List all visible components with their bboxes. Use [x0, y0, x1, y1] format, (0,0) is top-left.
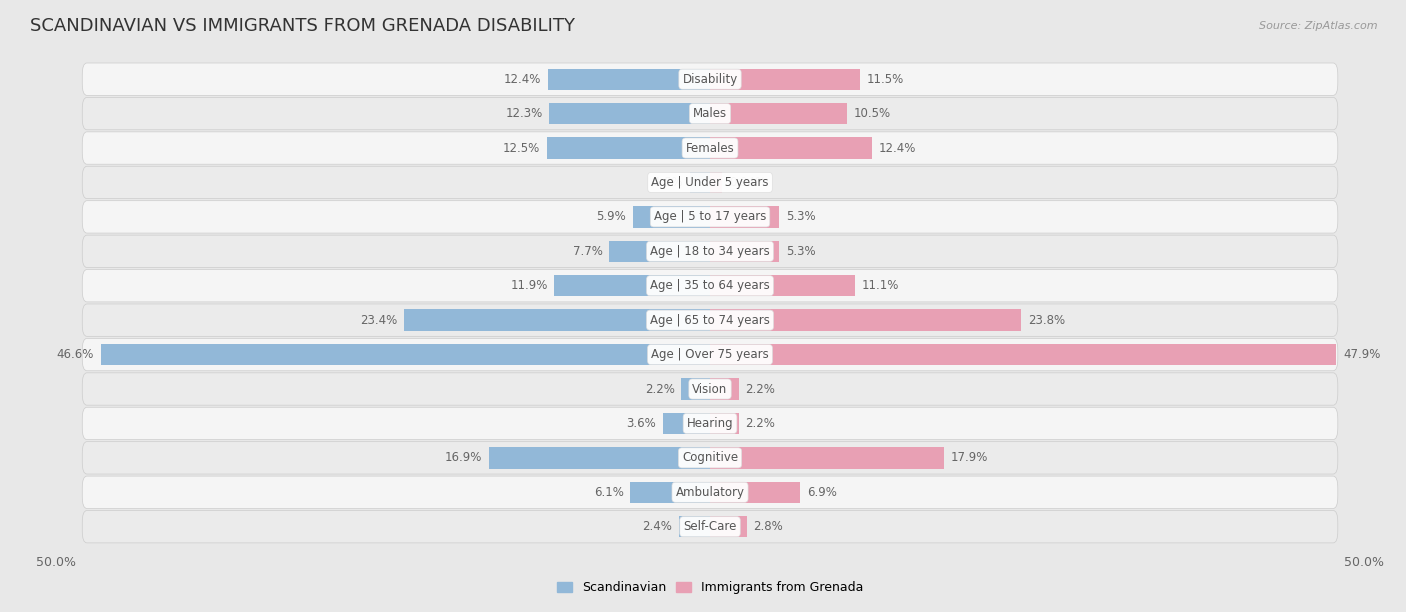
Text: 5.3%: 5.3%	[786, 245, 815, 258]
Text: Self-Care: Self-Care	[683, 520, 737, 533]
Text: Age | 18 to 34 years: Age | 18 to 34 years	[650, 245, 770, 258]
Text: Age | Over 75 years: Age | Over 75 years	[651, 348, 769, 361]
Text: 12.4%: 12.4%	[503, 73, 541, 86]
Bar	[710, 275, 855, 296]
FancyBboxPatch shape	[83, 235, 1337, 267]
Text: Source: ZipAtlas.com: Source: ZipAtlas.com	[1260, 21, 1378, 31]
Bar	[710, 241, 779, 262]
Bar	[710, 206, 779, 228]
Bar	[710, 378, 738, 400]
Text: 7.7%: 7.7%	[572, 245, 603, 258]
Bar	[679, 516, 710, 537]
Text: Disability: Disability	[682, 73, 738, 86]
Text: 2.2%: 2.2%	[745, 382, 775, 395]
Text: Hearing: Hearing	[686, 417, 734, 430]
FancyBboxPatch shape	[83, 510, 1337, 543]
FancyBboxPatch shape	[83, 304, 1337, 337]
Text: 11.1%: 11.1%	[862, 279, 898, 292]
Bar	[710, 412, 738, 434]
Text: Ambulatory: Ambulatory	[675, 486, 745, 499]
FancyBboxPatch shape	[83, 407, 1337, 439]
Bar	[554, 275, 710, 296]
Bar	[547, 137, 710, 159]
Text: Cognitive: Cognitive	[682, 452, 738, 465]
Bar	[489, 447, 710, 469]
FancyBboxPatch shape	[83, 132, 1337, 164]
Text: 2.8%: 2.8%	[754, 520, 783, 533]
FancyBboxPatch shape	[83, 338, 1337, 371]
FancyBboxPatch shape	[83, 442, 1337, 474]
Text: 10.5%: 10.5%	[853, 107, 891, 120]
Bar	[710, 447, 943, 469]
Text: 12.3%: 12.3%	[505, 107, 543, 120]
Text: 6.1%: 6.1%	[593, 486, 624, 499]
Text: 47.9%: 47.9%	[1343, 348, 1381, 361]
Text: Females: Females	[686, 141, 734, 154]
Text: 12.4%: 12.4%	[879, 141, 917, 154]
FancyBboxPatch shape	[83, 166, 1337, 199]
Text: 2.2%: 2.2%	[745, 417, 775, 430]
Bar	[710, 310, 1021, 331]
Bar	[664, 412, 710, 434]
Text: 16.9%: 16.9%	[446, 452, 482, 465]
FancyBboxPatch shape	[83, 63, 1337, 95]
Text: 46.6%: 46.6%	[56, 348, 94, 361]
Bar	[710, 137, 872, 159]
Text: 5.3%: 5.3%	[786, 211, 815, 223]
Text: Age | 65 to 74 years: Age | 65 to 74 years	[650, 314, 770, 327]
FancyBboxPatch shape	[83, 476, 1337, 509]
Text: 2.4%: 2.4%	[643, 520, 672, 533]
Bar	[710, 482, 800, 503]
Text: 11.5%: 11.5%	[868, 73, 904, 86]
Text: Age | 5 to 17 years: Age | 5 to 17 years	[654, 211, 766, 223]
Text: 0.94%: 0.94%	[728, 176, 766, 189]
Text: 2.2%: 2.2%	[645, 382, 675, 395]
Bar	[630, 482, 710, 503]
Bar	[710, 172, 723, 193]
Text: 23.8%: 23.8%	[1028, 314, 1064, 327]
Text: 23.4%: 23.4%	[360, 314, 398, 327]
Bar	[548, 69, 710, 90]
Bar	[404, 310, 710, 331]
Bar	[710, 69, 860, 90]
Text: 12.5%: 12.5%	[503, 141, 540, 154]
Text: 17.9%: 17.9%	[950, 452, 988, 465]
Bar	[682, 378, 710, 400]
Bar	[690, 172, 710, 193]
Text: Age | 35 to 64 years: Age | 35 to 64 years	[650, 279, 770, 292]
Text: Males: Males	[693, 107, 727, 120]
Text: Vision: Vision	[692, 382, 728, 395]
Bar	[550, 103, 710, 124]
Text: 11.9%: 11.9%	[510, 279, 548, 292]
FancyBboxPatch shape	[83, 269, 1337, 302]
FancyBboxPatch shape	[83, 373, 1337, 405]
Bar	[710, 103, 848, 124]
Legend: Scandinavian, Immigrants from Grenada: Scandinavian, Immigrants from Grenada	[551, 576, 869, 599]
Bar	[710, 516, 747, 537]
Bar	[710, 344, 1336, 365]
Bar	[609, 241, 710, 262]
Text: 1.5%: 1.5%	[654, 176, 683, 189]
Text: Age | Under 5 years: Age | Under 5 years	[651, 176, 769, 189]
Text: 6.9%: 6.9%	[807, 486, 837, 499]
Text: 3.6%: 3.6%	[627, 417, 657, 430]
Bar	[633, 206, 710, 228]
Bar	[101, 344, 710, 365]
Text: SCANDINAVIAN VS IMMIGRANTS FROM GRENADA DISABILITY: SCANDINAVIAN VS IMMIGRANTS FROM GRENADA …	[30, 17, 575, 35]
FancyBboxPatch shape	[83, 97, 1337, 130]
FancyBboxPatch shape	[83, 201, 1337, 233]
Text: 5.9%: 5.9%	[596, 211, 626, 223]
